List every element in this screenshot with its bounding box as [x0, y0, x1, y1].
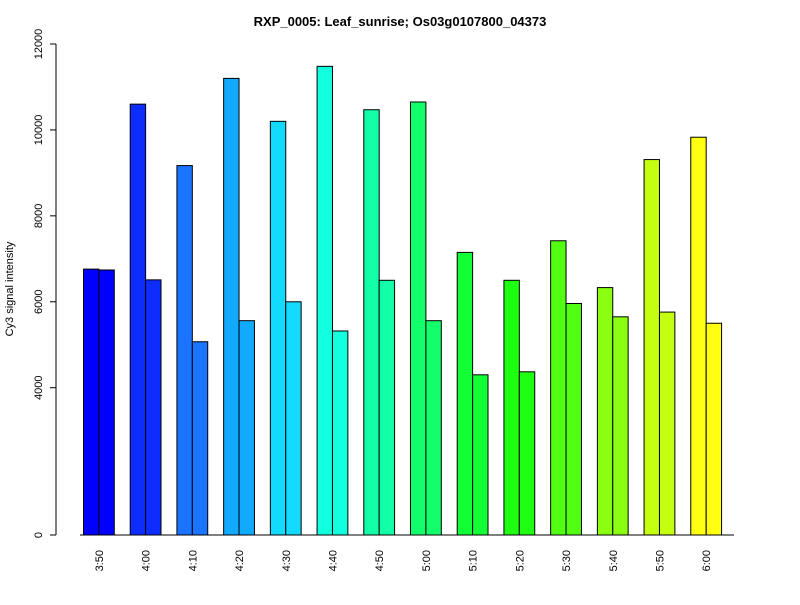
bar-510-s1	[456, 251, 474, 536]
x-tick-label: 4:20	[234, 550, 246, 571]
y-tick-label: 0	[33, 532, 45, 538]
bar-540-s1	[596, 287, 614, 536]
bar-440-s1	[316, 65, 333, 536]
bar-350-s2	[98, 269, 115, 536]
bar-420-s1	[223, 77, 240, 536]
chart-title: RXP_0005: Leaf_sunrise; Os03g0107800_043…	[254, 14, 547, 29]
x-tick-label: 6:00	[701, 550, 713, 571]
bar-430-s1	[269, 120, 287, 536]
y-tick-label: 8000	[33, 204, 45, 228]
x-tick-label: 3:50	[94, 550, 106, 571]
bar-410-s2	[191, 341, 209, 536]
bar-500-s1	[410, 101, 427, 536]
x-tick-label: 4:00	[141, 550, 153, 571]
x-tick-label: 5:10	[468, 550, 480, 571]
bar-520-s2	[518, 371, 536, 536]
bar-510-s2	[472, 374, 489, 536]
bar-420-s2	[238, 320, 255, 536]
bars-group	[83, 65, 723, 536]
bar-400-s2	[145, 279, 162, 536]
bar-520-s1	[503, 279, 520, 536]
bar-450-s1	[363, 109, 380, 536]
x-tick-label: 4:10	[187, 550, 199, 571]
x-tick-label: 5:50	[654, 550, 666, 571]
bar-410-s1	[176, 165, 193, 536]
x-tick-label: 5:40	[608, 550, 620, 571]
y-tick-label: 6000	[33, 290, 45, 314]
y-tick-label: 10000	[33, 115, 45, 146]
bar-530-s2	[565, 302, 582, 536]
bar-600-s1	[690, 136, 707, 536]
x-tick-label: 4:40	[327, 550, 339, 571]
y-axis: 0 4000 6000 8000 10000 12000	[33, 29, 57, 538]
bar-550-s1	[643, 159, 660, 536]
bar-530-s1	[550, 240, 567, 536]
x-tick-label: 4:30	[281, 550, 293, 571]
bar-450-s2	[378, 279, 396, 536]
x-axis: 3:50 4:00 4:10 4:20 4:30 4:40 4:50 5:00 5:10 5:20…	[80, 534, 734, 571]
x-tick-label: 5:20	[514, 550, 526, 571]
bar-350-s1	[83, 268, 100, 536]
x-tick-label: 5:30	[561, 550, 573, 571]
bar-600-s2	[705, 322, 723, 536]
y-tick-label: 4000	[33, 375, 45, 399]
bar-540-s2	[612, 316, 629, 536]
x-tick-label: 4:50	[374, 550, 386, 571]
bar-550-s2	[658, 311, 676, 536]
x-tick-label: 5:00	[421, 550, 433, 571]
bar-440-s2	[331, 330, 349, 536]
bar-400-s1	[129, 103, 147, 536]
bar-430-s2	[285, 301, 302, 536]
bar-500-s2	[425, 320, 442, 536]
y-tick-label: 12000	[33, 29, 45, 60]
y-axis-label: Cy3 signal intensity	[4, 241, 16, 336]
